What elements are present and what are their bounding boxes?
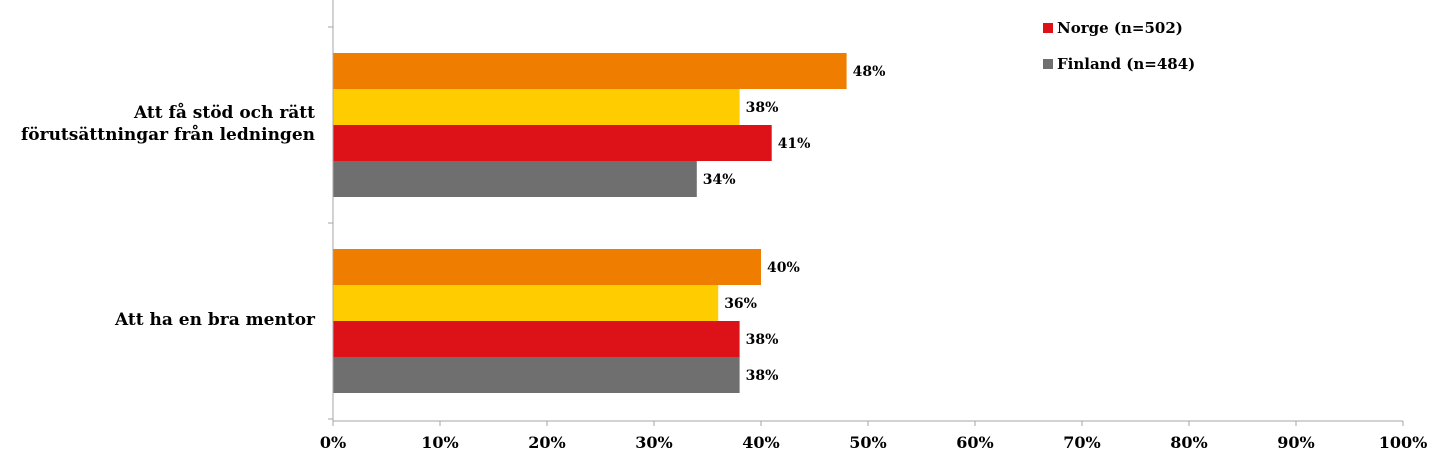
- bar-1-4: [333, 161, 697, 197]
- x-tick-label-6: 60%: [956, 433, 993, 452]
- data-label-2-2: 36%: [724, 296, 757, 312]
- x-tick-label-3: 30%: [635, 433, 672, 452]
- bar-1-1: [333, 53, 847, 89]
- x-tick-label-10: 100%: [1379, 433, 1428, 452]
- data-label-2-4: 38%: [746, 368, 779, 384]
- x-tick-label-0: 0%: [320, 433, 346, 452]
- legend-label-finland: Finland (n=484): [1057, 55, 1196, 73]
- bar-2-2: [333, 285, 719, 321]
- category-label-2: Att ha en bra mentor: [115, 309, 315, 331]
- legend-item-norge: Norge (n=502): [1043, 10, 1195, 46]
- data-label-1-2: 38%: [746, 100, 779, 116]
- bar-2-3: [333, 321, 740, 357]
- data-label-1-1: 48%: [853, 64, 886, 80]
- data-label-2-3: 38%: [746, 332, 779, 348]
- x-tick-label-4: 40%: [742, 433, 779, 452]
- category-label-1-line-2: förutsättningar från ledningen: [20, 125, 315, 145]
- category-label-1: Att få stöd och rätt förutsättningar från…: [21, 102, 315, 146]
- x-tick-label-1: 10%: [421, 433, 458, 452]
- category-label-1-line-1: Att få stöd och rätt: [134, 103, 315, 123]
- category-label-2-line-1: Att ha en bra mentor: [115, 310, 315, 330]
- bar-1-2: [333, 89, 740, 125]
- x-tick-label-2: 20%: [528, 433, 565, 452]
- legend-swatch-finland: [1043, 59, 1053, 69]
- legend-label-norge: Norge (n=502): [1057, 19, 1183, 37]
- x-tick-label-5: 50%: [849, 433, 886, 452]
- bar-2-1: [333, 249, 761, 285]
- legend: Norge (n=502) Finland (n=484): [1043, 10, 1195, 82]
- bar-2-4: [333, 357, 740, 393]
- x-tick-label-9: 90%: [1277, 433, 1314, 452]
- legend-item-finland: Finland (n=484): [1043, 46, 1195, 82]
- legend-swatch-norge: [1043, 23, 1053, 33]
- data-label-2-1: 40%: [767, 260, 800, 276]
- x-tick-label-8: 80%: [1170, 433, 1207, 452]
- data-label-1-3: 41%: [778, 136, 811, 152]
- bar-1-3: [333, 125, 772, 161]
- x-tick-label-7: 70%: [1063, 433, 1100, 452]
- data-label-1-4: 34%: [703, 172, 736, 188]
